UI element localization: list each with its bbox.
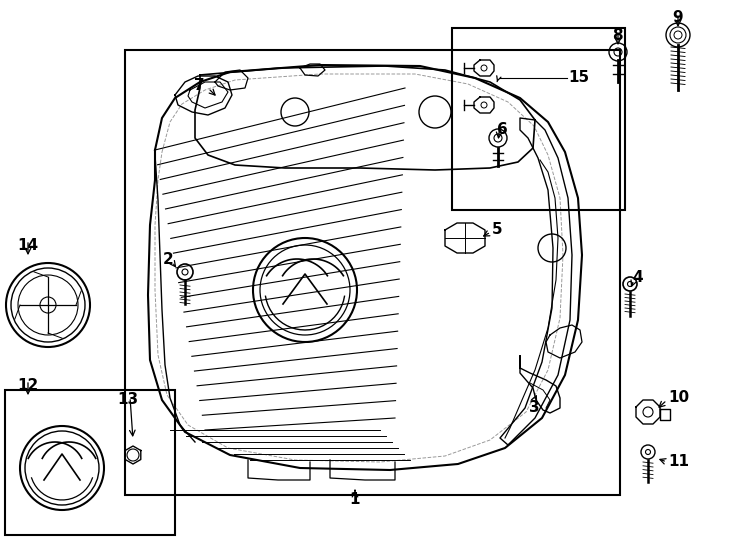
- Text: 3: 3: [528, 401, 539, 415]
- Text: 10: 10: [668, 390, 689, 406]
- Text: 14: 14: [18, 238, 39, 253]
- Text: 7: 7: [195, 78, 205, 92]
- Text: 8: 8: [611, 28, 622, 43]
- Bar: [452, 28, 625, 210]
- Bar: [125, 50, 620, 495]
- Text: 1: 1: [349, 492, 360, 508]
- Text: 13: 13: [117, 393, 139, 408]
- Bar: [5, 390, 175, 535]
- Text: 2: 2: [163, 253, 173, 267]
- Text: 11: 11: [668, 455, 689, 469]
- Text: 15: 15: [568, 71, 589, 85]
- Text: 6: 6: [497, 123, 507, 138]
- Text: 4: 4: [633, 271, 643, 286]
- Text: 5: 5: [492, 222, 503, 238]
- Text: 12: 12: [18, 377, 39, 393]
- Text: 9: 9: [672, 10, 683, 25]
